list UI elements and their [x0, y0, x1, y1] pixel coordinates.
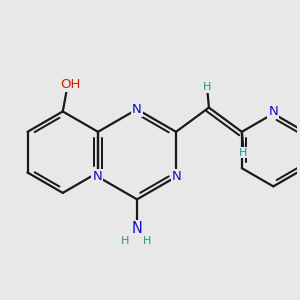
Text: H: H	[143, 236, 152, 246]
Text: N: N	[132, 221, 142, 236]
Text: N: N	[132, 103, 142, 116]
Text: H: H	[121, 236, 129, 246]
Text: N: N	[92, 170, 102, 183]
Text: H: H	[203, 82, 212, 92]
Text: N: N	[172, 170, 182, 183]
Text: H: H	[239, 148, 248, 158]
Text: N: N	[268, 105, 278, 119]
Text: OH: OH	[60, 78, 81, 91]
